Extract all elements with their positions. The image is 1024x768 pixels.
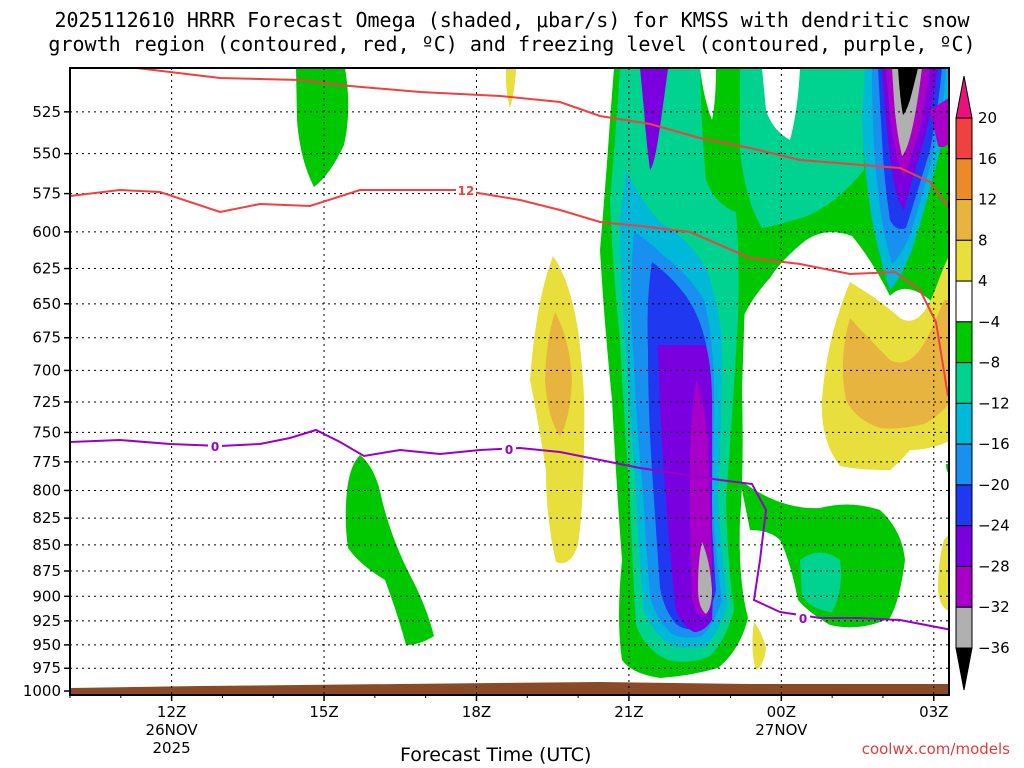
y-tick-label-925: 925	[32, 612, 61, 630]
omega-green-blob-upper	[296, 68, 349, 187]
colorbar-label-4: 4	[978, 272, 988, 290]
x-tick-label-00Z: 00Z	[767, 703, 796, 721]
dgz-contour-label-bg	[456, 183, 476, 197]
omega-right-orange-cell	[842, 300, 949, 429]
freezing-contour-label-1: 0	[211, 440, 219, 454]
y-tick-label-900: 900	[32, 587, 61, 605]
x-axis-label: Forecast Time (UTC)	[400, 744, 592, 766]
plot-frame	[69, 67, 950, 696]
freezing-contour-label-2: 0	[505, 443, 513, 457]
dgz-contour-upper	[128, 68, 949, 210]
y-tick-label-750: 750	[32, 423, 61, 441]
y-tick-label-625: 625	[32, 260, 61, 278]
omega-teal-right-lower	[800, 552, 841, 612]
chart-title: 2025112610 HRRR Forecast Omega (shaded, …	[0, 8, 1024, 56]
x-tick-label-18Z: 18Z	[462, 703, 491, 721]
y-tick-label-825: 825	[32, 509, 61, 527]
colorbar-label-2: 12	[978, 191, 997, 209]
colorbar-swatch-7	[955, 362, 973, 404]
colorbar-swatch-8	[955, 402, 973, 445]
x-tick-date-00Z: 27NOV	[755, 721, 808, 739]
y-tick-label-650: 650	[32, 295, 61, 313]
y-tick-label-700: 700	[32, 361, 61, 379]
credit-text: coolwx.com/models	[861, 740, 1010, 758]
x-tick-label-21Z: 21Z	[614, 703, 643, 721]
omega-right-purple-edge	[930, 97, 949, 148]
colorbar-swatch-6	[955, 321, 973, 364]
omega-upper-purple-spike	[640, 68, 668, 170]
colorbar-swatch-1	[955, 117, 973, 160]
freezing-level-contour	[70, 428, 949, 631]
colorbar-label-10: −24	[978, 517, 1010, 535]
freezing-contour-label-bg-1	[208, 439, 222, 453]
colorbar-swatch-12	[955, 565, 973, 608]
chart-title-line1: 2025112610 HRRR Forecast Omega (shaded, …	[54, 8, 970, 32]
x-tick-label-15Z: 15Z	[309, 703, 338, 721]
colorbar-swatch-4	[955, 239, 973, 282]
colorbar-label-8: −16	[978, 435, 1010, 453]
colorbar-bottom-triangle	[955, 647, 973, 691]
colorbar-label-0: 20	[978, 109, 997, 127]
y-tick-label-525: 525	[32, 103, 61, 121]
y-tick-label-775: 775	[32, 453, 61, 471]
omega-right-yellow-lower	[938, 533, 949, 612]
y-tick-label-600: 600	[32, 223, 61, 241]
y-axis: 525 550 575 600 625 650 675 700 725 750 775 800 825 8…	[23, 103, 70, 700]
y-tick-label-675: 675	[32, 329, 61, 347]
colorbar-label-1: 16	[978, 150, 997, 168]
terrain-surface	[70, 682, 949, 695]
x-tick-year-12Z: 2025	[153, 739, 191, 757]
y-tick-label-850: 850	[32, 536, 61, 554]
colorbar-label-3: 8	[978, 231, 988, 249]
omega-right-black-plume	[898, 68, 918, 115]
colorbar-top-triangle	[955, 75, 973, 119]
y-tick-label-800: 800	[32, 481, 61, 499]
colorbar-swatch-2	[955, 158, 973, 201]
colorbar-label-11: −28	[978, 557, 1010, 575]
plot-area: 12 0 0 0	[70, 68, 949, 695]
colorbar-label-9: −20	[978, 476, 1010, 494]
colorbar-swatch-3	[955, 199, 973, 241]
grid-lines	[70, 68, 949, 695]
omega-orange-column-mid	[545, 312, 572, 436]
omega-yellow-small-lower	[752, 622, 766, 670]
y-tick-label-550: 550	[32, 145, 61, 163]
omega-yellow-small-upper	[505, 68, 516, 108]
colorbar-label-7: −12	[978, 394, 1010, 412]
x-tick-label-12Z: 12Z	[157, 703, 186, 721]
y-tick-label-725: 725	[32, 393, 61, 411]
colorbar-label-13: −36	[978, 639, 1010, 657]
x-tick-date-12Z: 26NOV	[146, 721, 199, 739]
colorbar-swatch-9	[955, 443, 973, 486]
colorbar-label-6: −8	[978, 354, 1000, 372]
y-tick-label-975: 975	[32, 659, 61, 677]
colorbar: 20 16 12 8 4 −4 −8 −12 −16 −20 −24 −28 −32 −36	[955, 75, 1010, 691]
colorbar-swatch-10	[955, 484, 973, 527]
colorbar-swatch-13	[955, 606, 973, 649]
freezing-contour-label-bg-2	[502, 442, 516, 456]
colorbar-label-5: −4	[978, 313, 1000, 331]
dgz-contour-label: 12	[458, 184, 475, 198]
y-tick-label-875: 875	[32, 562, 61, 580]
colorbar-swatch-11	[955, 525, 973, 567]
y-tick-label-950: 950	[32, 636, 61, 654]
y-tick-label-575: 575	[32, 185, 61, 203]
freezing-contour-label-bg-3	[796, 611, 810, 625]
x-tick-label-03Z: 03Z	[919, 703, 948, 721]
dgz-contour-lower	[70, 188, 949, 397]
freezing-contour-label-3: 0	[799, 612, 807, 626]
colorbar-swatch-5	[955, 280, 973, 323]
omega-right-gray-plume	[892, 68, 922, 156]
chart-title-line2: growth region (contoured, red, ºC) and f…	[48, 32, 976, 56]
omega-white-right-pocket	[753, 337, 788, 454]
omega-green-blob-lower	[345, 455, 434, 645]
y-tick-label-1000: 1000	[23, 682, 61, 700]
omega-upper-white-gap	[700, 68, 716, 120]
colorbar-label-12: −32	[978, 598, 1010, 616]
